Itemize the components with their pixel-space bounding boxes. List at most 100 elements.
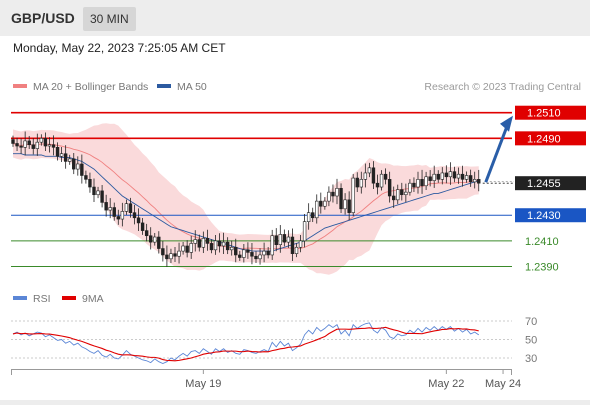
x-tick-label: May 19 <box>185 378 221 390</box>
bollinger-band <box>13 123 479 275</box>
candle <box>225 237 230 255</box>
candle <box>400 182 404 201</box>
candle <box>19 138 23 154</box>
candle <box>238 250 242 261</box>
candle <box>35 133 40 156</box>
candle <box>282 229 287 247</box>
rsi-legend-label: 9MA <box>82 293 104 305</box>
candle <box>335 178 339 205</box>
candle <box>177 242 181 264</box>
candle <box>379 170 384 191</box>
rsi-tick-label: 50 <box>525 335 537 347</box>
candle <box>234 238 238 263</box>
candle <box>250 242 254 265</box>
candle <box>258 248 262 265</box>
candle <box>355 172 359 193</box>
chart-header: GBP/USD 30 MIN <box>0 0 590 36</box>
candle <box>383 168 388 185</box>
candle <box>68 154 72 165</box>
timeframe-button[interactable]: 30 MIN <box>83 7 136 31</box>
currency-pair-title: GBP/USD <box>11 10 75 26</box>
legend-label: MA 20 + Bollinger Bands <box>33 81 148 93</box>
candle <box>359 171 363 194</box>
candle <box>302 214 307 248</box>
level-tag <box>515 131 586 146</box>
candle <box>319 192 323 214</box>
candle <box>63 145 68 169</box>
candle <box>363 163 368 188</box>
rsi-legend-swatch <box>13 296 27 300</box>
candles <box>11 131 481 267</box>
level-label: 1.2430 <box>527 210 561 222</box>
x-tick-label: May 22 <box>428 378 464 390</box>
candle <box>408 179 412 196</box>
candle <box>367 162 372 178</box>
candle <box>387 171 392 203</box>
last-price-tag <box>515 176 586 191</box>
candle <box>230 240 234 256</box>
candle <box>213 235 218 255</box>
candle <box>347 191 351 220</box>
candle <box>104 194 108 217</box>
level-label: 1.2510 <box>527 108 561 120</box>
candle <box>315 194 319 224</box>
candle <box>201 231 206 254</box>
candle <box>205 229 210 251</box>
candle <box>286 230 291 248</box>
last-price-label: 1.2455 <box>527 178 561 190</box>
candle <box>108 198 112 219</box>
candle <box>270 229 274 260</box>
level-tag <box>515 105 586 120</box>
rsi-legend-label: RSI <box>33 293 51 305</box>
candle <box>424 171 428 190</box>
forecast-arrow <box>484 123 510 183</box>
candle <box>153 232 157 246</box>
candle <box>331 184 335 203</box>
date-label: Monday, May 22, 2023 7:25:05 AM CET <box>13 41 226 55</box>
candle <box>351 174 355 217</box>
candle <box>452 166 457 183</box>
candle <box>11 135 15 147</box>
candle <box>116 209 121 225</box>
candle <box>477 169 481 192</box>
candle <box>456 167 461 184</box>
candle <box>472 171 477 189</box>
candle <box>161 240 165 262</box>
candle <box>27 135 31 149</box>
candle <box>290 228 295 261</box>
candle <box>31 138 35 155</box>
level-label: 1.2490 <box>527 133 561 145</box>
candle <box>440 167 444 185</box>
candle <box>189 235 193 259</box>
candle <box>327 186 331 207</box>
candle <box>391 186 396 208</box>
price-chart: MA 20 + Bollinger Bands MA 50 Research © 2… <box>11 81 586 390</box>
source-credit: Research © 2023 Trading Central <box>424 81 581 93</box>
candle <box>436 170 440 183</box>
candle <box>112 202 116 221</box>
candle <box>128 197 133 218</box>
candle <box>47 137 52 153</box>
candle <box>165 245 169 267</box>
ma50-line <box>13 153 479 252</box>
candle <box>404 183 408 203</box>
candle <box>242 243 246 263</box>
candle <box>149 227 153 250</box>
level-label: 1.2390 <box>525 261 559 273</box>
candle <box>209 239 214 254</box>
candle <box>266 247 270 259</box>
candle <box>262 242 266 263</box>
candle <box>468 169 473 187</box>
candle <box>428 170 432 187</box>
candle <box>460 165 465 187</box>
candle <box>132 205 137 225</box>
candle <box>120 202 125 227</box>
candle <box>412 177 416 193</box>
level-tag <box>515 208 586 223</box>
candle <box>371 161 376 189</box>
candle <box>416 171 420 194</box>
candle <box>323 197 327 210</box>
candle <box>59 146 64 163</box>
candle <box>15 137 19 152</box>
